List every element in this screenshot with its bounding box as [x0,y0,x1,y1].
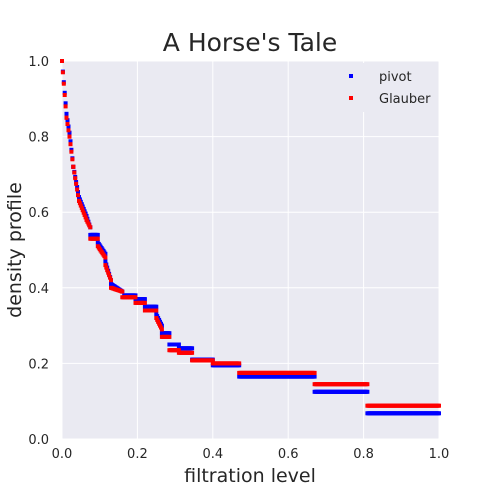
data-point [65,118,70,123]
data-point [437,403,441,408]
legend-label-pivot: pivot [379,70,412,85]
data-point [365,389,370,394]
data-point [66,128,71,133]
data-point [83,215,88,220]
data-point [66,124,71,129]
data-point [190,346,195,351]
data-point [154,304,159,309]
data-point [76,193,80,198]
data-point [61,81,66,86]
data-point [210,358,215,363]
y-tick-label: 0.6 [28,206,49,221]
data-point [67,130,72,135]
data-point [77,201,82,206]
data-marks [60,59,441,416]
data-point [190,350,195,355]
data-point [73,176,78,181]
data-point [72,170,77,175]
x-tick-label: 0.4 [202,447,223,462]
legend-marker-pivot [349,74,353,78]
data-point [68,142,73,147]
data-point [107,273,112,278]
y-tick-label: 1.0 [28,55,49,70]
y-axis-label: density profile [4,182,26,318]
data-point [312,370,317,375]
data-point [103,263,108,268]
data-point [76,190,80,194]
data-point [64,111,69,116]
data-point [77,198,81,203]
legend-label-glauber: Glauber [379,92,431,107]
data-point [106,270,111,275]
data-point [88,225,93,230]
data-point [142,300,147,305]
data-point [60,70,65,75]
data-point [81,210,86,215]
data-point [69,149,74,154]
data-point [74,181,79,186]
data-point [75,185,80,189]
data-point [63,101,68,106]
data-point [237,361,242,366]
data-point [62,93,67,97]
data-point [95,232,100,237]
legend-marker-glauber [349,96,353,100]
data-point [108,275,113,280]
data-point [71,164,76,169]
data-point [79,205,84,210]
data-point [80,208,85,213]
data-point [70,157,75,162]
plot-background [62,61,439,439]
chart-title: A Horse's Tale [163,28,337,57]
data-point [65,122,70,126]
y-tick-label: 0.4 [28,282,49,297]
x-tick-label: 0.0 [52,447,73,462]
y-tick-label: 0.2 [28,357,49,372]
data-point [120,289,125,294]
data-point [154,308,159,313]
data-point [64,115,69,120]
legend-box [335,63,433,112]
data-point [176,348,181,353]
data-point [75,187,80,192]
series-glauber [60,59,441,408]
y-tick-label: 0.8 [28,131,49,146]
data-point [104,265,109,270]
data-point [63,104,68,109]
data-point [60,59,64,63]
data-point [103,259,108,264]
data-point [82,213,87,217]
data-point [159,327,164,332]
x-tick-label: 0.2 [127,447,148,462]
data-point [167,331,172,336]
x-tick-label: 0.8 [353,447,374,462]
grid [61,60,440,440]
data-point [142,297,147,302]
x-tick-label: 1.0 [429,447,450,462]
data-point [167,334,172,339]
data-point [62,90,67,95]
data-point [437,411,441,416]
data-point [365,382,370,387]
data-point [103,255,108,260]
data-point [68,139,73,144]
tick-labels: 0.0 0.2 0.4 0.6 0.8 1.0 0.0 0.2 0.4 0.6 0.8 1.0 [28,55,449,462]
data-point [95,236,100,241]
data-point [312,374,317,379]
data-point [67,134,72,139]
data-point [105,268,110,273]
data-point [133,295,138,300]
legend: pivot Glauber [335,63,433,112]
x-tick-label: 0.6 [278,447,299,462]
data-point [176,342,181,347]
data-point [78,203,83,208]
data-point [109,278,113,283]
y-tick-label: 0.0 [28,433,49,448]
x-axis-label: filtration level [184,465,316,487]
